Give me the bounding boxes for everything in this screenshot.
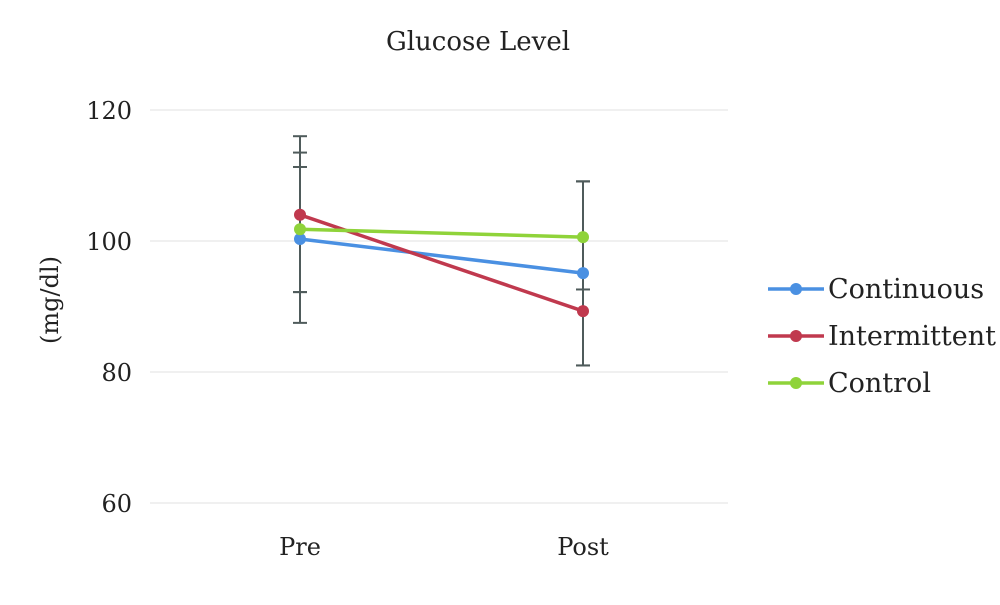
data-point-continuous xyxy=(294,233,306,246)
gridlines xyxy=(150,109,728,504)
legend-label: Control xyxy=(828,368,931,399)
y-tick-label: 120 xyxy=(86,97,132,125)
legend-swatch-marker xyxy=(790,330,802,342)
legend-item-control: Control xyxy=(768,368,931,399)
series-line-control xyxy=(299,227,584,239)
y-tick-label: 80 xyxy=(101,359,132,387)
error-bars xyxy=(293,135,590,367)
data-point-intermittent xyxy=(577,305,589,318)
legend-swatch-marker xyxy=(790,283,802,295)
data-points xyxy=(294,208,589,318)
data-point-continuous xyxy=(577,267,589,280)
chart-title: Glucose Level xyxy=(386,27,570,57)
legend-label: Continuous xyxy=(828,274,984,305)
y-tick-label: 60 xyxy=(101,490,132,518)
legend-item-continuous: Continuous xyxy=(768,274,984,305)
series-line-continuous xyxy=(299,237,584,275)
data-point-control xyxy=(294,223,306,236)
x-axis-ticks: Pre Post xyxy=(279,533,609,561)
legend-item-intermittent: Intermittent xyxy=(768,321,996,352)
y-tick-label: 100 xyxy=(86,228,132,256)
data-point-control xyxy=(577,231,589,244)
data-point-intermittent xyxy=(294,208,306,221)
x-tick-label: Pre xyxy=(279,533,321,561)
legend-label: Intermittent xyxy=(828,321,996,352)
legend-swatch-marker xyxy=(790,377,802,389)
series-lines xyxy=(299,213,584,313)
x-tick-label: Post xyxy=(557,533,609,561)
y-axis-ticks: 60 80 100 120 xyxy=(86,97,132,518)
legend: Continuous Intermittent Control xyxy=(768,274,996,399)
y-axis-label: (mg/dl) xyxy=(36,256,64,344)
